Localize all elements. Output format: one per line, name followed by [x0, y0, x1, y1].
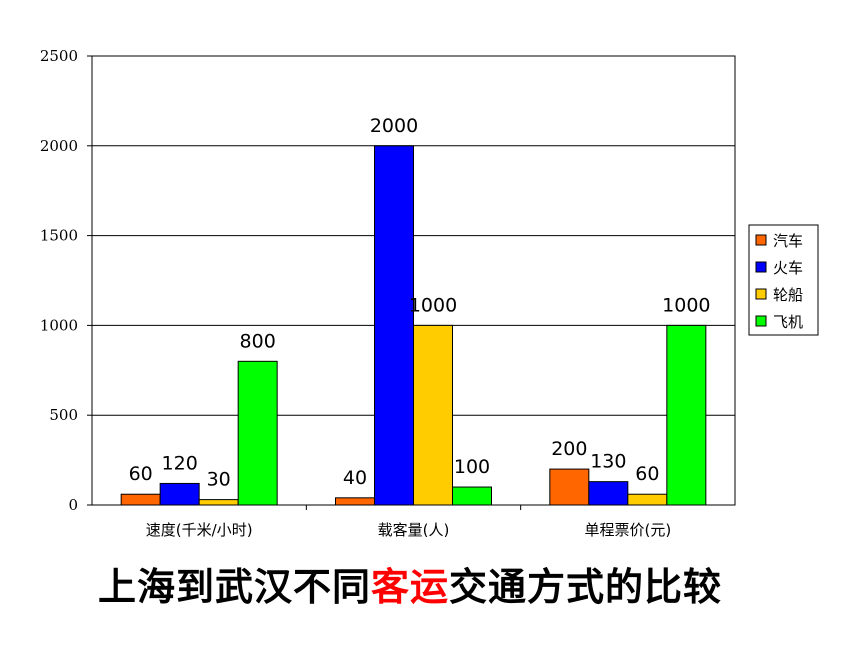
data-label: 1000 [409, 294, 457, 316]
bar [549, 468, 590, 506]
chart-caption: 上海到武汉不同客运交通方式的比较 [0, 556, 820, 611]
bar [198, 499, 239, 506]
axes [87, 55, 736, 510]
bars [120, 145, 707, 506]
y-tick-label: 2000 [40, 137, 78, 155]
bar [237, 360, 278, 506]
x-category-label: 载客量(人) [378, 521, 450, 539]
data-label: 100 [454, 456, 490, 478]
data-label: 2000 [370, 115, 418, 137]
y-axis-ticks: 0 500 1000 1500 2000 2500 [40, 47, 78, 514]
bar [374, 145, 414, 506]
bar [335, 497, 375, 506]
caption-highlight: 客运 [370, 565, 449, 609]
bar [588, 481, 629, 506]
bar [666, 324, 707, 506]
bar [627, 493, 668, 506]
bar [120, 493, 161, 506]
y-tick-label: 2500 [40, 47, 78, 65]
bar-chart: 0 500 1000 1500 2000 2500 速度(千米/小时) 载客量(人) 单程票价… [40, 47, 819, 539]
bar [159, 482, 200, 506]
bar [452, 486, 492, 506]
y-tick-label: 1000 [40, 316, 78, 334]
data-label: 200 [551, 438, 587, 460]
legend-label: 火车 [773, 259, 803, 277]
data-label: 60 [129, 463, 153, 485]
legend-swatch [755, 234, 767, 246]
data-label: 130 [590, 451, 626, 473]
data-label: 120 [162, 452, 198, 474]
legend-swatch [755, 261, 767, 273]
legend-swatch [755, 315, 767, 327]
y-tick-label: 1500 [40, 227, 78, 245]
plot-frame [91, 55, 736, 506]
data-label: 1000 [662, 294, 710, 316]
caption-text-1: 上海到武汉不同 [97, 565, 371, 609]
y-tick-label: 500 [49, 406, 78, 424]
data-label: 30 [207, 469, 231, 491]
data-label: 800 [240, 330, 276, 352]
legend-label: 汽车 [773, 232, 803, 250]
legend-swatch [755, 288, 767, 300]
data-label: 40 [343, 467, 367, 489]
legend-label: 轮船 [773, 286, 803, 304]
caption-text-2: 交通方式的比较 [449, 565, 723, 609]
x-axis-categories: 速度(千米/小时) 载客量(人) 单程票价(元) [146, 521, 671, 539]
legend-label: 飞机 [773, 313, 803, 331]
x-category-label: 速度(千米/小时) [146, 521, 253, 539]
data-label: 60 [635, 463, 659, 485]
y-tick-label: 0 [68, 496, 78, 514]
x-category-label: 单程票价(元) [584, 521, 671, 539]
bar [413, 324, 453, 506]
